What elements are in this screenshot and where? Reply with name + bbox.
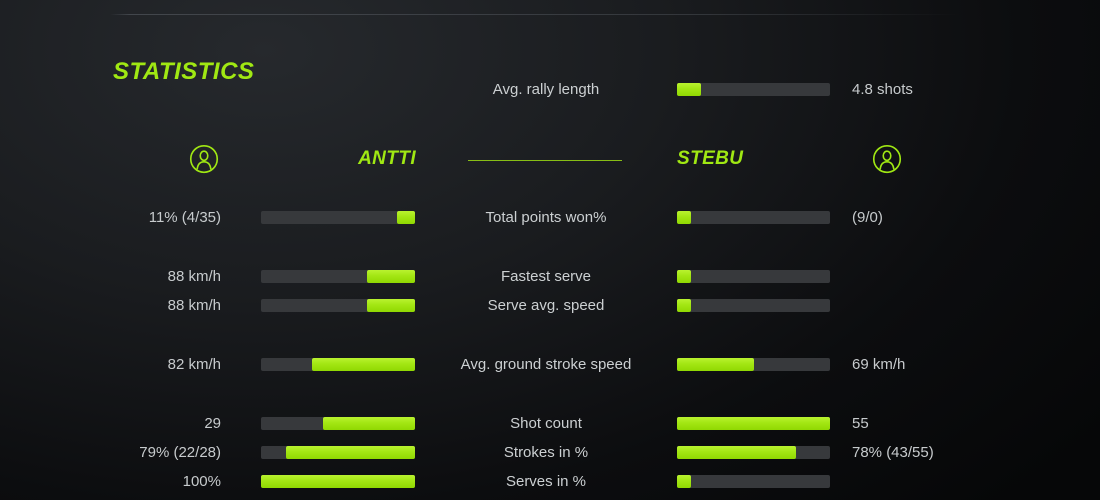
player-right-name: STEBU xyxy=(677,148,744,169)
player-left-name: ANTTI xyxy=(358,148,416,169)
stat-right-value: 55 xyxy=(852,415,869,432)
stat-right-value: 69 km/h xyxy=(852,356,906,373)
stat-label: Total points won% xyxy=(485,209,607,226)
avg-rally-bar-track xyxy=(677,83,830,96)
stat-right-bar-fill xyxy=(677,417,830,430)
stat-left-bar-fill xyxy=(396,211,415,224)
stat-right-bar-track xyxy=(677,417,830,430)
stat-left-bar-fill xyxy=(311,358,415,371)
stat-right-bar-fill xyxy=(677,299,691,312)
stat-left-value: 88 km/h xyxy=(167,297,221,314)
stat-right-value: 78% (43/55) xyxy=(852,444,934,461)
stat-left-bar-fill xyxy=(322,417,415,430)
stat-left-bar-track xyxy=(261,475,415,488)
stat-left-value: 29 xyxy=(204,415,221,432)
stat-left-value: 79% (22/28) xyxy=(139,444,221,461)
stat-left-value: 11% (4/35) xyxy=(148,209,221,226)
stat-row: 82 km/h Avg. ground stroke speed 69 km/h xyxy=(0,350,1100,379)
stat-left-bar-track xyxy=(261,358,415,371)
avg-rally-row: Avg. rally length 4.8 shots xyxy=(0,75,1100,104)
stat-left-bar-track xyxy=(261,417,415,430)
avg-rally-label: Avg. rally length xyxy=(492,81,600,98)
avg-rally-bar-fill xyxy=(677,83,702,96)
stat-left-bar-fill xyxy=(367,299,415,312)
stat-right-bar-fill xyxy=(677,211,691,224)
stat-right-bar-fill xyxy=(677,475,691,488)
stat-right-bar-track xyxy=(677,211,830,224)
stat-right-bar-fill xyxy=(677,270,691,283)
stat-row: 29 Shot count 55 xyxy=(0,409,1100,438)
player-left-avatar-icon xyxy=(189,144,219,174)
stat-label: Serve avg. speed xyxy=(487,297,605,314)
center-divider-line xyxy=(468,160,622,161)
stat-right-bar-fill xyxy=(677,446,797,459)
stat-label: Serves in % xyxy=(505,473,587,490)
players-header: ANTTI STEBU xyxy=(0,143,1100,175)
stat-left-bar-track xyxy=(261,446,415,459)
page-title: STATISTICS xyxy=(113,58,255,86)
stat-label: Strokes in % xyxy=(503,444,589,461)
stat-right-bar-fill xyxy=(677,358,754,371)
stat-left-bar-fill xyxy=(285,446,415,459)
stat-row: 11% (4/35) Total points won% (9/0) xyxy=(0,203,1100,232)
stat-label: Shot count xyxy=(510,415,582,432)
stat-right-bar-track xyxy=(677,358,830,371)
stat-right-bar-track xyxy=(677,475,830,488)
stat-right-value: (9/0) xyxy=(852,209,883,226)
stat-row: 88 km/h Fastest serve xyxy=(0,262,1100,291)
stat-row: 88 km/h Serve avg. speed xyxy=(0,291,1100,320)
stat-left-bar-track xyxy=(261,270,415,283)
player-right-avatar-icon xyxy=(872,144,902,174)
stat-left-bar-fill xyxy=(261,475,415,488)
stat-right-bar-track xyxy=(677,270,830,283)
stat-left-value: 100% xyxy=(182,473,221,490)
stat-right-bar-track xyxy=(677,299,830,312)
stat-right-bar-track xyxy=(677,446,830,459)
avg-rally-value: 4.8 shots xyxy=(852,81,913,98)
stat-row: 79% (22/28) Strokes in % 78% (43/55) xyxy=(0,438,1100,467)
stat-left-value: 82 km/h xyxy=(167,356,221,373)
stat-left-value: 88 km/h xyxy=(167,268,221,285)
stat-label: Avg. ground stroke speed xyxy=(460,356,632,373)
stat-row: 100% Serves in % xyxy=(0,467,1100,496)
stat-left-bar-track xyxy=(261,299,415,312)
top-divider-line xyxy=(110,14,1100,15)
stats-rows: 11% (4/35) Total points won% (9/0) 88 km… xyxy=(0,203,1100,496)
stat-left-bar-track xyxy=(261,211,415,224)
stat-left-bar-fill xyxy=(367,270,415,283)
stat-label: Fastest serve xyxy=(500,268,592,285)
